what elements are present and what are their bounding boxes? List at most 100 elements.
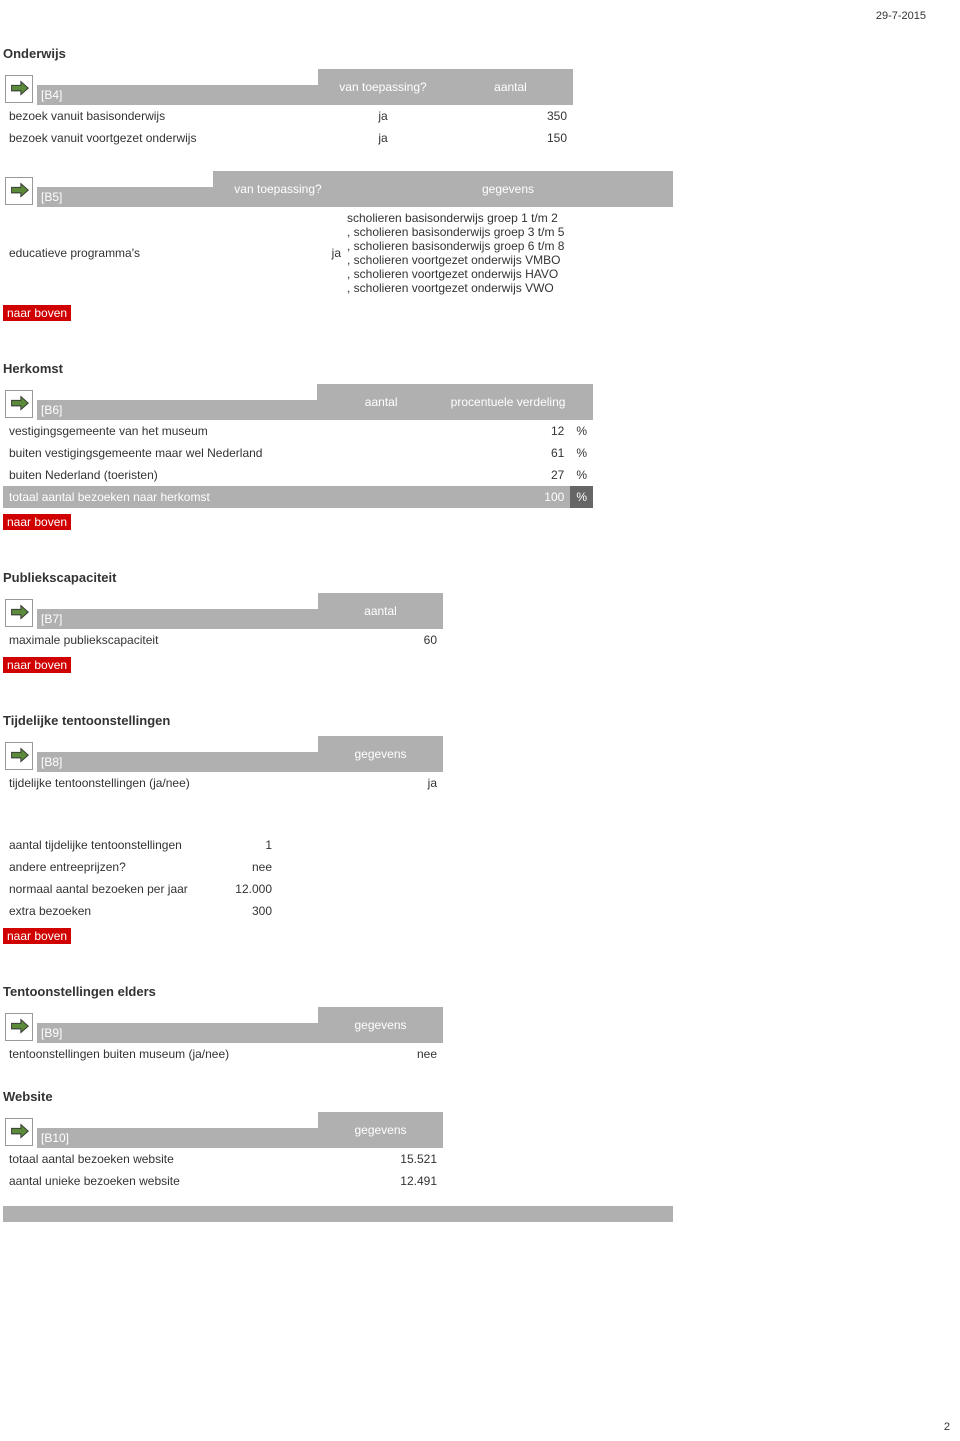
row-val: 300: [223, 900, 278, 922]
b4-code: [B4]: [37, 85, 318, 105]
row-label: aantal tijdelijke tentoonstellingen: [3, 834, 223, 856]
row-val: ja: [318, 772, 443, 794]
row-label: tentoonstellingen buiten museum (ja/nee): [3, 1043, 318, 1065]
page-number: 2: [944, 1421, 950, 1433]
naar-boven-link[interactable]: naar boven: [3, 928, 71, 944]
gegevens-item: scholieren basisonderwijs groep 1 t/m 2: [347, 211, 673, 225]
arrow-icon[interactable]: [5, 742, 33, 770]
table-b5: [B5] van toepassing? gegevens educatieve…: [3, 171, 673, 299]
row-label: andere entreeprijzen?: [3, 856, 223, 878]
col-aantal: aantal: [448, 69, 573, 105]
publiek-title: Publiekscapaciteit: [3, 570, 930, 585]
herkomst-title: Herkomst: [3, 361, 930, 376]
table-row: vestigingsgemeente van het museum 12 %: [3, 420, 593, 442]
gegevens-item: , scholieren basisonderwijs groep 6 t/m …: [347, 239, 673, 253]
page-date: 29-7-2015: [3, 10, 930, 22]
arrow-icon[interactable]: [5, 1118, 33, 1146]
row-label: totaal aantal bezoeken website: [3, 1148, 318, 1170]
b6-code: [B6]: [37, 400, 317, 420]
gegevens-item: , scholieren voortgezet onderwijs HAVO: [347, 267, 673, 281]
table-row: buiten Nederland (toeristen) 27 %: [3, 464, 593, 486]
table-row: andere entreeprijzen? nee: [3, 856, 278, 878]
table-b7: [B7] aantal maximale publiekscapaciteit …: [3, 593, 443, 651]
website-title: Website: [3, 1089, 930, 1104]
b8-code: [B8]: [37, 752, 318, 772]
col-van-toepassing: van toepassing?: [213, 171, 343, 207]
row-val: 1: [223, 834, 278, 856]
table-row: aantal unieke bezoeken website 12.491: [3, 1170, 443, 1192]
col-gegevens: gegevens: [318, 1007, 443, 1043]
col-pct: procentuele verdeling: [446, 384, 571, 420]
pct-symbol: %: [570, 420, 593, 442]
table-b8: [B8] gegevens tijdelijke tentoonstelling…: [3, 736, 443, 794]
table-b4: [B4] van toepassing? aantal bezoek vanui…: [3, 69, 573, 149]
pct-symbol: %: [570, 464, 593, 486]
row-label: aantal unieke bezoeken website: [3, 1170, 318, 1192]
table-row: bezoek vanuit voortgezet onderwijs ja 15…: [3, 127, 573, 149]
table-b6: [B6] aantal procentuele verdeling vestig…: [3, 384, 593, 508]
b7-code: [B7]: [37, 609, 318, 629]
table-row: normaal aantal bezoeken per jaar 12.000: [3, 878, 278, 900]
row-val: nee: [318, 1043, 443, 1065]
row-pct: 12: [446, 420, 571, 442]
total-pct: 100: [446, 486, 571, 508]
row-toepassing: ja: [318, 127, 448, 149]
table-row: aantal tijdelijke tentoonstellingen 1: [3, 834, 278, 856]
col-gegevens: gegevens: [343, 171, 673, 207]
row-pct: 61: [446, 442, 571, 464]
gegevens-item: , scholieren voortgezet onderwijs VWO: [347, 281, 673, 295]
gegevens-item: , scholieren basisonderwijs groep 3 t/m …: [347, 225, 673, 239]
row-toepassing: ja: [318, 105, 448, 127]
total-label: totaal aantal bezoeken naar herkomst: [3, 486, 317, 508]
row-aantal: 350: [448, 105, 573, 127]
table-row: buiten vestigingsgemeente maar wel Neder…: [3, 442, 593, 464]
pct-symbol: %: [570, 486, 593, 508]
row-label: tijdelijke tentoonstellingen (ja/nee): [3, 772, 318, 794]
pct-label: procentuele verdeling: [451, 395, 566, 409]
pct-symbol: %: [570, 442, 593, 464]
table-row: bezoek vanuit basisonderwijs ja 350: [3, 105, 573, 127]
b5-code: [B5]: [37, 187, 213, 207]
row-label: bezoek vanuit voortgezet onderwijs: [3, 127, 318, 149]
naar-boven-link[interactable]: naar boven: [3, 305, 71, 321]
gegevens-item: , scholieren voortgezet onderwijs VMBO: [347, 253, 673, 267]
table-b10: [B10] gegevens totaal aantal bezoeken we…: [3, 1112, 443, 1192]
row-label: buiten Nederland (toeristen): [3, 464, 317, 486]
table-row: educatieve programma's ja scholieren bas…: [3, 207, 673, 299]
row-val: 15.521: [318, 1148, 443, 1170]
row-val: 12.491: [318, 1170, 443, 1192]
onderwijs-title: Onderwijs: [3, 46, 930, 61]
table-row: tentoonstellingen buiten museum (ja/nee)…: [3, 1043, 443, 1065]
row-val: nee: [223, 856, 278, 878]
naar-boven-link[interactable]: naar boven: [3, 514, 71, 530]
table-row: extra bezoeken 300: [3, 900, 278, 922]
naar-boven-link[interactable]: naar boven: [3, 657, 71, 673]
row-aantal: 150: [448, 127, 573, 149]
arrow-icon[interactable]: [5, 177, 33, 205]
b9-code: [B9]: [37, 1023, 318, 1043]
arrow-icon[interactable]: [5, 75, 33, 103]
row-pct: 27: [446, 464, 571, 486]
col-gegevens: gegevens: [318, 1112, 443, 1148]
row-label: bezoek vanuit basisonderwijs: [3, 105, 318, 127]
table-b9: [B9] gegevens tentoonstellingen buiten m…: [3, 1007, 443, 1065]
arrow-icon[interactable]: [5, 1013, 33, 1041]
arrow-icon[interactable]: [5, 390, 33, 418]
col-van-toepassing: van toepassing?: [318, 69, 448, 105]
arrow-icon[interactable]: [5, 599, 33, 627]
col-gegevens: gegevens: [318, 736, 443, 772]
table-total-row: totaal aantal bezoeken naar herkomst 100…: [3, 486, 593, 508]
b10-code: [B10]: [37, 1128, 318, 1148]
row-toepassing: ja: [213, 207, 343, 299]
tijdelijk-title: Tijdelijke tentoonstellingen: [3, 713, 930, 728]
row-label: buiten vestigingsgemeente maar wel Neder…: [3, 442, 317, 464]
row-val: 60: [318, 629, 443, 651]
row-label: extra bezoeken: [3, 900, 223, 922]
table-row: tijdelijke tentoonstellingen (ja/nee) ja: [3, 772, 443, 794]
col-aantal: aantal: [318, 593, 443, 629]
elders-title: Tentoonstellingen elders: [3, 984, 930, 999]
table-row: totaal aantal bezoeken website 15.521: [3, 1148, 443, 1170]
row-val: 12.000: [223, 878, 278, 900]
col-aantal: aantal: [317, 384, 446, 420]
row-label: normaal aantal bezoeken per jaar: [3, 878, 223, 900]
